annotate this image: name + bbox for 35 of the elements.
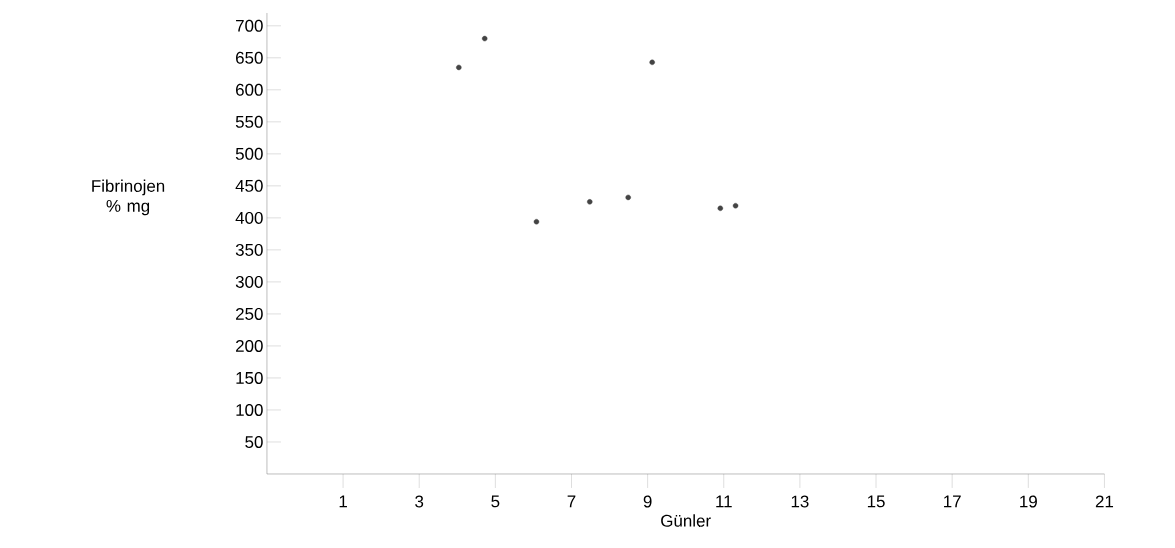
point	[717, 205, 724, 211]
y-tick-label: 550	[235, 115, 263, 128]
point	[587, 199, 593, 205]
x-tick-label: 9	[643, 495, 652, 508]
point	[481, 35, 488, 42]
x-tick-label: 1	[339, 495, 347, 508]
point	[625, 194, 631, 201]
y-tick-label: 500	[235, 147, 263, 160]
point	[456, 64, 462, 71]
x-tick-label: 15	[867, 495, 885, 508]
x-tick-label: 11	[716, 495, 732, 508]
y-tick-label: 50	[245, 435, 263, 448]
y-tick-label: 650	[236, 51, 263, 64]
x-tick-label: 19	[1020, 495, 1037, 508]
x-tick-label: 13	[791, 495, 809, 508]
y-axis-title: Fibrinojen % mg	[92, 179, 165, 216]
y-tick-label: 600	[236, 83, 263, 96]
y-tick-label: 450	[235, 179, 263, 192]
y-tick-label: 100	[236, 403, 263, 416]
y-tick-label: 350	[235, 243, 263, 256]
y-tick-label: 250	[236, 307, 263, 320]
x-tick-label: 7	[567, 495, 576, 508]
point	[649, 59, 655, 65]
point	[732, 203, 739, 209]
y-tick-label: 400	[235, 211, 263, 224]
x-tick-label: 3	[415, 495, 424, 508]
y-tick-label: 150	[236, 371, 263, 384]
x-axis-title: Günler	[661, 514, 711, 527]
y-tick-label: 300	[235, 275, 263, 288]
y-tick-label: 200	[236, 339, 263, 352]
x-tick-label: 17	[944, 495, 961, 508]
x-tick-label: 5	[491, 495, 500, 508]
point	[533, 219, 540, 225]
x-tick-label: 21	[1095, 495, 1114, 508]
y-tick-label: 700	[236, 19, 263, 32]
